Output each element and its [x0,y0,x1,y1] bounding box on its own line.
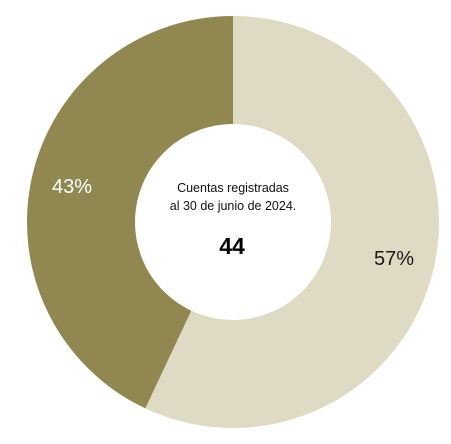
slice-label-1: 57% [374,248,414,270]
center-caption-line-2: al 30 de junio de 2024. [170,199,297,213]
donut-slice-2 [26,16,234,409]
donut-hole [135,124,331,320]
slice-labels: 57% 43% [52,176,414,270]
center-total-value: 44 [219,233,245,259]
center-caption-line-1: Cuentas registradas [177,181,289,195]
slice-label-2: 43% [52,176,92,198]
